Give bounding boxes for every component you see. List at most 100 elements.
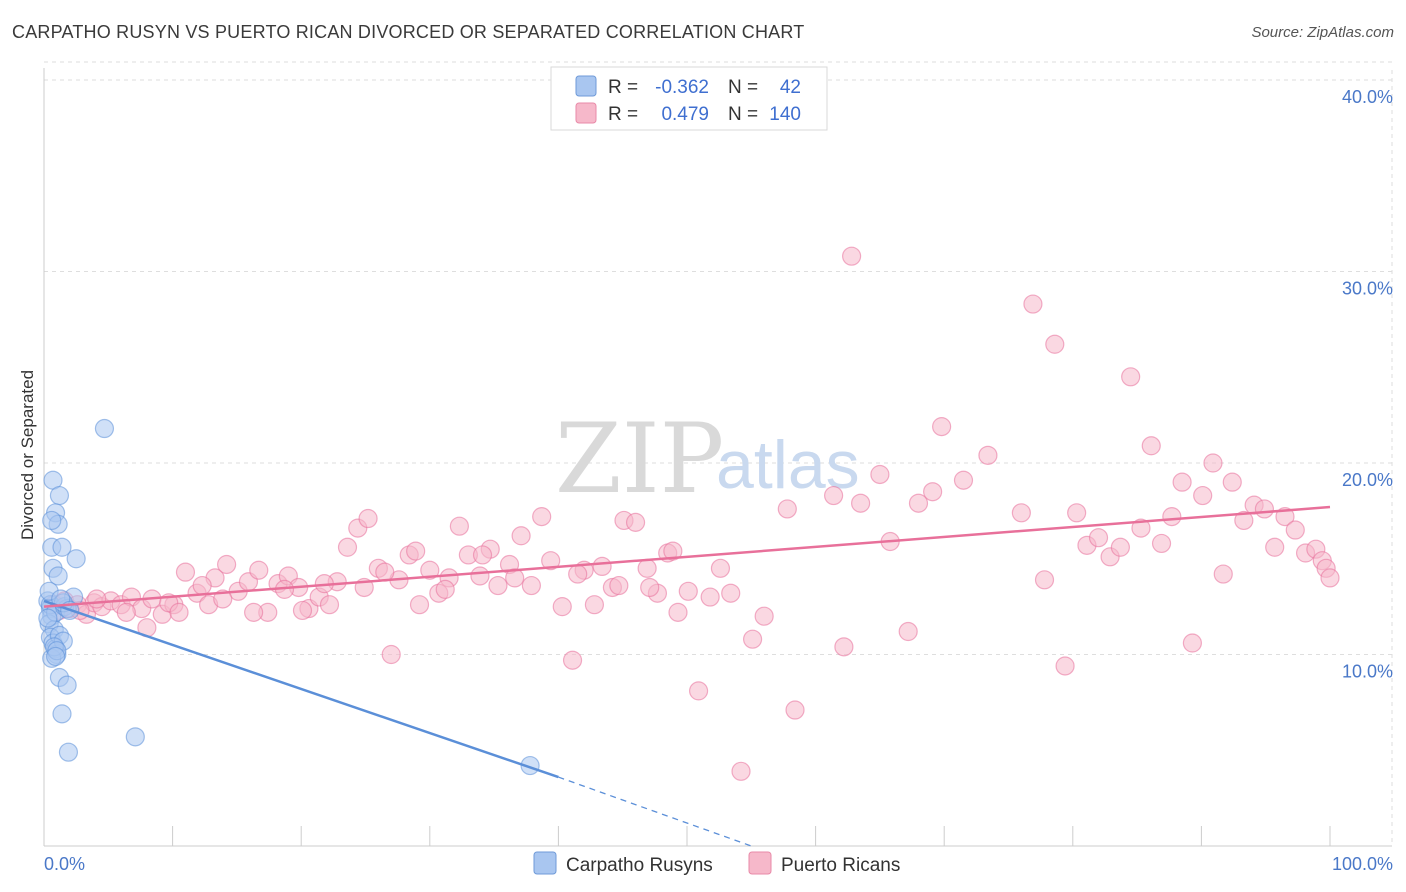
point-puerto-ricans-73	[785, 700, 805, 720]
point-puerto-ricans-65	[688, 681, 709, 701]
point-puerto-ricans-138	[640, 577, 660, 598]
point-puerto-ricans-123	[169, 602, 189, 622]
point-puerto-ricans-64	[678, 581, 698, 601]
point-puerto-ricans-82	[923, 482, 943, 502]
point-puerto-ricans-139	[663, 541, 683, 561]
point-puerto-ricans-33	[358, 508, 378, 529]
point-rusyns-36	[38, 608, 58, 628]
point-puerto-ricans-101	[1172, 472, 1192, 492]
legend-r-value-1: -0.362	[655, 77, 709, 98]
point-puerto-ricans-46	[488, 575, 508, 596]
y-tick-labels: 10.0% 20.0% 30.0% 40.0%	[1342, 87, 1393, 682]
point-puerto-ricans-31	[337, 537, 358, 557]
point-puerto-ricans-128	[292, 600, 313, 621]
point-puerto-ricans-126	[244, 602, 264, 622]
point-rusyns-24	[48, 566, 68, 586]
legend-r-label-2: R =	[608, 104, 638, 125]
point-puerto-ricans-100	[1162, 507, 1182, 527]
series-legend: Carpatho Rusyns Puerto Ricans	[533, 851, 900, 876]
legend-swatch-rusyns	[575, 75, 597, 97]
point-puerto-ricans-63	[668, 602, 688, 622]
point-puerto-ricans-52	[552, 597, 572, 617]
point-puerto-ricans-98	[1141, 436, 1161, 456]
y-tick-label-2: 30.0%	[1342, 279, 1393, 299]
trend-extension-rusyns	[558, 776, 752, 847]
point-puerto-ricans-83	[932, 417, 952, 437]
point-puerto-ricans-49	[521, 575, 541, 596]
point-puerto-ricans-119	[87, 589, 107, 609]
legend-n-label-1: N =	[728, 77, 758, 98]
legend-box	[550, 66, 828, 131]
point-rusyns-39	[42, 510, 62, 531]
x-tick-label-1: 100.0%	[1332, 854, 1393, 874]
point-puerto-ricans-120	[116, 602, 136, 622]
point-puerto-ricans-85	[978, 445, 998, 465]
point-puerto-ricans-35	[381, 644, 401, 665]
point-puerto-ricans-125	[213, 589, 233, 609]
point-puerto-ricans-76	[842, 246, 862, 266]
point-puerto-ricans-133	[435, 579, 455, 599]
point-puerto-ricans-77	[851, 493, 871, 513]
point-puerto-ricans-106	[1222, 472, 1242, 492]
point-puerto-ricans-93	[1088, 528, 1109, 548]
point-puerto-ricans-67	[710, 558, 731, 578]
point-puerto-ricans-89	[1045, 334, 1065, 354]
x-tick-labels: 0.0% 100.0%	[44, 854, 1393, 874]
watermark-zip: ZIP	[555, 403, 724, 515]
point-puerto-ricans-97	[1131, 518, 1151, 538]
point-rusyns-29	[57, 675, 77, 695]
y-tick-label-1: 20.0%	[1342, 470, 1393, 490]
point-puerto-ricans-39	[420, 560, 440, 580]
trend-lines	[43, 505, 1331, 847]
point-puerto-ricans-104	[1203, 453, 1223, 473]
source-label: Source: ZipAtlas.com	[1251, 24, 1394, 41]
point-puerto-ricans-136	[568, 564, 588, 584]
point-puerto-ricans-91	[1067, 503, 1087, 523]
point-rusyns-30	[52, 704, 72, 724]
point-puerto-ricans-109	[1254, 499, 1275, 519]
point-puerto-ricans-42	[449, 516, 469, 536]
point-rusyns-32	[125, 727, 145, 747]
point-puerto-ricans-53	[562, 650, 583, 670]
point-puerto-ricans-56	[592, 556, 612, 577]
point-puerto-ricans-110	[1265, 537, 1285, 557]
point-puerto-ricans-19	[217, 554, 237, 575]
point-puerto-ricans-51	[541, 551, 561, 571]
point-puerto-ricans-71	[754, 606, 774, 626]
legend-n-value-1: 42	[780, 77, 801, 98]
point-puerto-ricans-69	[731, 761, 751, 781]
point-puerto-ricans-135	[505, 568, 525, 588]
point-rusyns-33	[94, 418, 115, 439]
chart-title: CARPATHO RUSYN VS PUERTO RICAN DIVORCED …	[12, 22, 805, 42]
point-puerto-ricans-132	[406, 541, 426, 561]
point-puerto-ricans-38	[409, 595, 430, 615]
point-rusyns-17	[49, 485, 70, 506]
point-puerto-ricans-78	[870, 464, 890, 485]
point-puerto-ricans-70	[742, 629, 763, 649]
point-puerto-ricans-102	[1182, 633, 1202, 653]
bottom-legend-label-puerto-ricans: Puerto Ricans	[781, 855, 900, 876]
point-puerto-ricans-74	[824, 485, 844, 506]
watermark: ZIP atlas	[555, 403, 860, 515]
point-puerto-ricans-105	[1213, 564, 1233, 584]
point-puerto-ricans-50	[532, 507, 552, 527]
point-rusyns-38	[45, 646, 66, 667]
point-puerto-ricans-87	[1023, 294, 1043, 314]
point-puerto-ricans-44	[470, 566, 490, 586]
point-puerto-ricans-134	[472, 545, 493, 565]
point-puerto-ricans-99	[1151, 533, 1172, 554]
legend-n-label-2: N =	[728, 104, 758, 125]
point-puerto-ricans-103	[1193, 485, 1213, 506]
correlation-legend: R = -0.362 N = 42 R = 0.479 N = 140	[550, 66, 828, 131]
legend-n-value-2: 140	[769, 104, 801, 125]
trend-line-puerto-ricans	[43, 505, 1331, 608]
point-puerto-ricans-81	[908, 493, 929, 513]
trend-line-rusyns	[43, 599, 559, 779]
y-tick-label-3: 40.0%	[1342, 87, 1393, 107]
bottom-legend-swatch-rusyns	[533, 851, 557, 875]
legend-swatch-puerto-ricans	[575, 102, 597, 124]
point-rusyns-31	[58, 742, 79, 762]
point-puerto-ricans-68	[721, 583, 741, 603]
point-puerto-ricans-29	[319, 595, 340, 615]
